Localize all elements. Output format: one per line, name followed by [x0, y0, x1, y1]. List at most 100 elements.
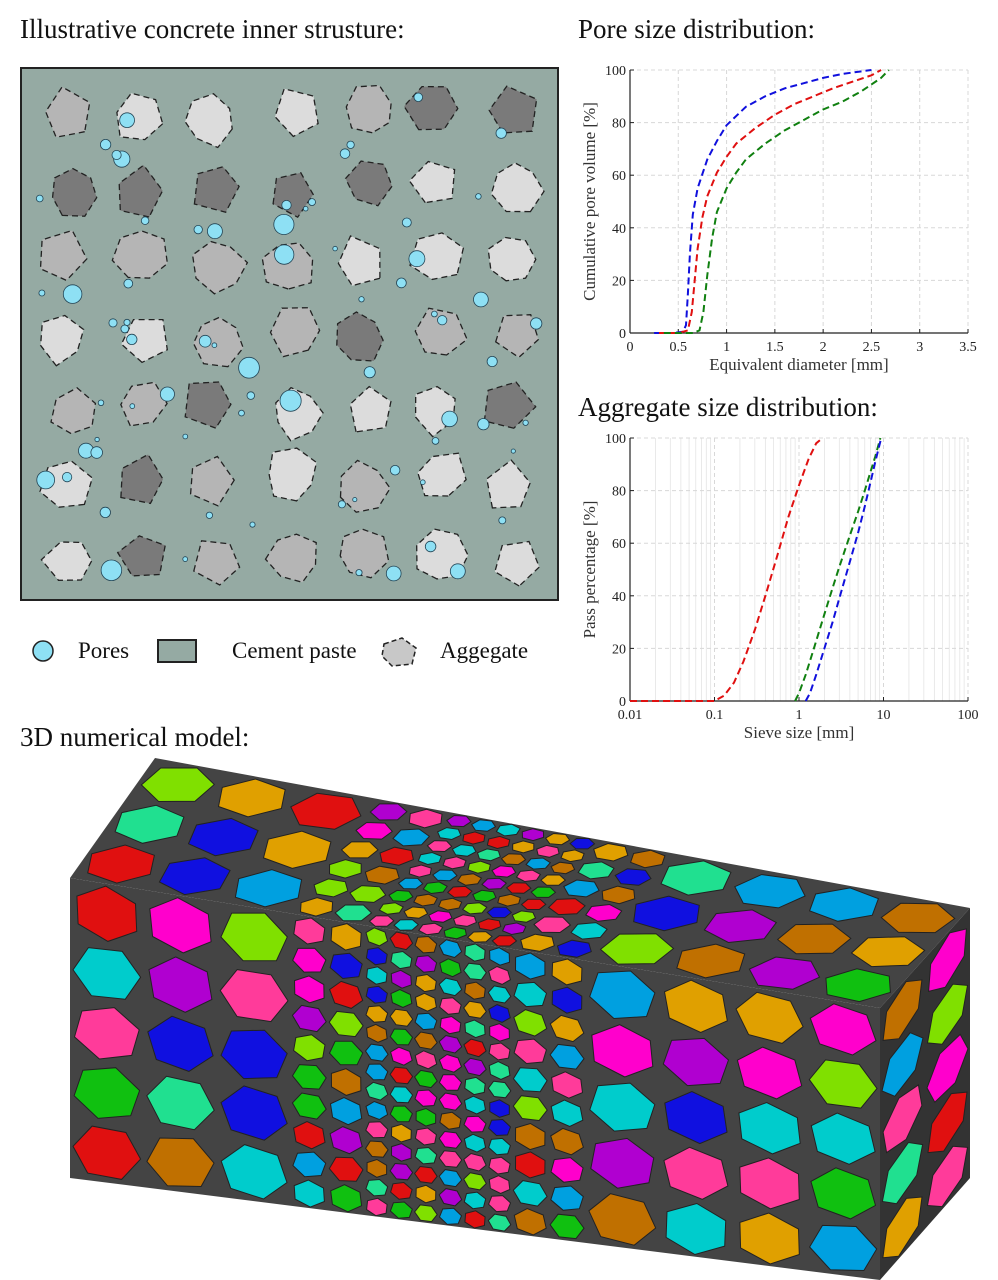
aggregate-particle — [494, 540, 541, 587]
model-grain — [330, 923, 362, 951]
pore — [355, 569, 363, 577]
model-grain — [748, 956, 821, 990]
model-grain — [489, 947, 511, 966]
model-grain — [676, 943, 746, 979]
model-grain — [146, 1137, 215, 1188]
pore-size-chart: 0 0.5 1 1.5 2 2.5 3 3.5 0 20 40 60 80 100 Equivalent d… — [580, 64, 977, 374]
model-grain — [415, 1107, 437, 1127]
model-grain — [417, 851, 443, 866]
pore — [389, 465, 401, 476]
pore-chart-title: Pore size distribution: — [578, 14, 815, 44]
y-tick-label: 20 — [612, 274, 626, 289]
model-grain — [810, 1112, 876, 1165]
pore — [100, 139, 112, 151]
model-grain — [467, 860, 491, 874]
model-grain — [487, 985, 512, 1004]
model-grain — [488, 1137, 511, 1156]
model-grain — [463, 1172, 487, 1191]
model-grain — [438, 1150, 463, 1168]
model-grain — [438, 1034, 463, 1054]
model-grain — [328, 1010, 364, 1038]
pore — [486, 355, 498, 367]
pore — [352, 497, 358, 503]
model-grain — [365, 985, 388, 1004]
pore — [273, 213, 295, 235]
aggregate-particle — [414, 307, 468, 356]
model-grain — [550, 861, 576, 875]
aggregate-particle — [409, 232, 465, 281]
model-grain — [365, 947, 388, 966]
model-grain — [414, 1012, 438, 1031]
pore — [339, 148, 351, 159]
series-line-0 — [654, 69, 872, 334]
model-grain — [397, 877, 424, 890]
model-grain — [536, 844, 560, 858]
pore — [62, 284, 83, 304]
model-grain — [390, 950, 413, 970]
aggregate-particle — [116, 535, 166, 577]
model-grain — [926, 1145, 969, 1208]
model-grain — [491, 935, 518, 947]
model-grain — [563, 879, 600, 898]
pore — [182, 433, 189, 440]
model-grain — [390, 1046, 413, 1066]
model-grain — [525, 857, 552, 870]
pore — [441, 410, 458, 428]
model-grain — [330, 1184, 363, 1213]
pore — [123, 278, 134, 289]
pore — [159, 386, 175, 402]
model-grain — [414, 973, 437, 993]
model-grain — [436, 827, 462, 841]
model-grain — [414, 1050, 438, 1070]
model-grain — [928, 928, 967, 992]
pore — [431, 437, 440, 445]
model-grain — [589, 1082, 656, 1132]
model-grain — [408, 808, 443, 829]
pore — [308, 198, 316, 207]
model-grain — [882, 1084, 923, 1154]
aggregate-particle — [39, 229, 88, 282]
model-grain — [880, 902, 956, 934]
model-grain — [466, 931, 493, 943]
x-axis-label: Equivalent diameter [mm] — [709, 355, 888, 374]
model-grain — [414, 992, 437, 1012]
pore — [238, 356, 260, 379]
aggregate-size-chart: 0.01 0.1 1 10 100 0 20 40 60 80 100 Sieve size [mm]… — [580, 432, 979, 742]
model-grain — [881, 1141, 924, 1205]
model-grain — [365, 1100, 389, 1121]
pore — [385, 565, 402, 582]
pore — [419, 479, 426, 486]
model-grain — [926, 983, 969, 1045]
model-grain — [487, 1080, 512, 1099]
series-line-0 — [630, 437, 824, 702]
model-grain — [540, 874, 567, 886]
model-grain — [464, 981, 486, 1000]
model-grain — [549, 1043, 585, 1070]
model-grain — [76, 885, 138, 942]
x-tick-label: 0.1 — [706, 708, 724, 723]
aggregate-polygon-icon — [381, 637, 417, 667]
pore — [38, 289, 46, 297]
x-tick-label: 10 — [877, 708, 891, 723]
model-grain — [736, 1046, 803, 1100]
model-grain — [413, 1204, 438, 1223]
x-tick-label: 2.5 — [863, 340, 881, 355]
model-grain — [220, 1029, 288, 1080]
aggregate-particle — [337, 235, 381, 287]
model-grain — [379, 846, 414, 866]
x-tick-label: 1 — [723, 340, 730, 355]
aggregate-particle — [39, 314, 85, 367]
model-grain — [463, 1038, 487, 1058]
x-tick-label: 3.5 — [959, 340, 977, 355]
pore-circle-icon — [32, 640, 54, 662]
model-grain — [349, 885, 387, 903]
model-grain — [463, 962, 487, 981]
pore — [522, 419, 529, 426]
model-grain — [495, 823, 521, 837]
model-grain — [521, 828, 545, 842]
model-grain — [882, 979, 923, 1041]
aggregate-particle — [490, 162, 545, 213]
aggregate-particle — [50, 387, 97, 435]
model-grain — [413, 1165, 438, 1184]
aggregate-particle — [51, 167, 98, 217]
